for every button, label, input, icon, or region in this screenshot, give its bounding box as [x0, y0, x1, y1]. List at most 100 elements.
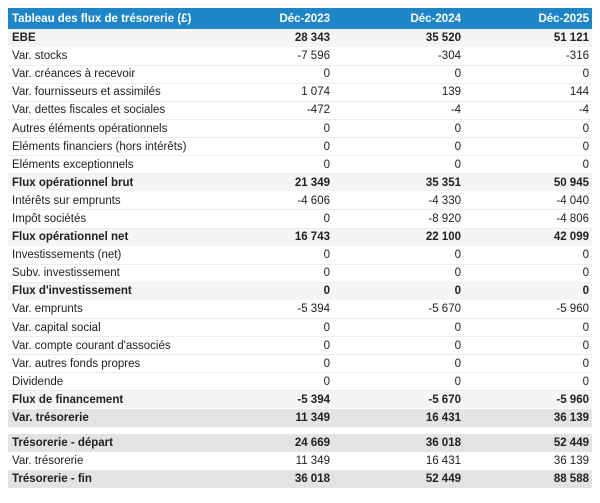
table-row: Var. capital social 0 0 0	[8, 318, 592, 338]
row-value: 0	[471, 65, 592, 84]
row-value: 22 100	[340, 228, 471, 247]
row-value: 0	[220, 65, 340, 84]
row-value: 0	[471, 372, 592, 392]
row-label: Var. trésorerie	[8, 452, 220, 471]
row-value: 0	[471, 155, 592, 175]
table-row: Subv. investissement 0 0 0	[8, 264, 592, 283]
row-label: Intérêts sur emprunts	[8, 191, 220, 211]
row-value: 88 588	[471, 470, 592, 489]
row-value: 36 139	[471, 452, 592, 471]
row-value: -4	[340, 101, 471, 120]
table-row: Var. créances à recevoir 0 0 0	[8, 65, 592, 84]
row-value: 0	[340, 264, 471, 283]
table-row: Flux de financement -5 394 -5 670 -5 960	[8, 390, 592, 410]
row-label: Flux opérationnel brut	[8, 173, 220, 193]
row-value: 0	[340, 354, 471, 374]
row-label: Flux d'investissement	[8, 282, 220, 301]
row-value: 0	[220, 209, 340, 229]
row-value: 52 449	[340, 470, 471, 489]
row-value: 0	[220, 137, 340, 157]
row-label: Var. trésorerie	[8, 408, 220, 428]
row-value: 16 431	[340, 408, 471, 428]
spacer-cell	[8, 427, 592, 435]
row-value: 0	[471, 264, 592, 283]
table-title: Tableau des flux de trésorerie (£)	[8, 8, 220, 29]
row-value: 0	[340, 65, 471, 84]
row-value: -5 670	[340, 300, 471, 320]
row-label: Var. compte courant d'associés	[8, 336, 220, 356]
row-label: Trésorerie - fin	[8, 470, 220, 489]
row-value: 36 139	[471, 408, 592, 428]
table-row: Var. trésorerie 11 349 16 431 36 139	[8, 408, 592, 428]
row-label: Trésorerie - départ	[8, 434, 220, 453]
row-value: -5 394	[220, 300, 340, 320]
row-label: Autres éléments opérationnels	[8, 119, 220, 139]
row-value: -5 960	[471, 390, 592, 410]
row-label: Flux de financement	[8, 390, 220, 410]
cashflow-table-header: Tableau des flux de trésorerie (£) Déc-2…	[8, 8, 592, 29]
row-value: -5 670	[340, 390, 471, 410]
row-value: 0	[471, 336, 592, 356]
row-label: Investissements (net)	[8, 246, 220, 265]
row-value: 0	[340, 318, 471, 338]
table-row: Flux d'investissement 0 0 0	[8, 282, 592, 301]
row-value: 0	[220, 354, 340, 374]
row-label: Eléments financiers (hors intérêts)	[8, 137, 220, 157]
table-row: Var. autres fonds propres 0 0 0	[8, 354, 592, 374]
cashflow-table-container: Tableau des flux de trésorerie (£) Déc-2…	[8, 4, 592, 489]
row-label: Var. créances à recevoir	[8, 65, 220, 84]
row-value: 0	[340, 372, 471, 392]
row-value: -316	[471, 47, 592, 66]
row-value: 0	[471, 282, 592, 301]
row-value: 144	[471, 83, 592, 102]
row-value: 52 449	[471, 434, 592, 453]
table-row: Dividende 0 0 0	[8, 372, 592, 392]
table-row: Trésorerie - départ 24 669 36 018 52 449	[8, 434, 592, 453]
row-label: Var. stocks	[8, 47, 220, 66]
row-value: 0	[471, 119, 592, 139]
table-row: Intérêts sur emprunts -4 606 -4 330 -4 040	[8, 191, 592, 211]
row-value: 50 945	[471, 173, 592, 193]
row-label: Flux opérationnel net	[8, 228, 220, 247]
row-value: -5 394	[220, 390, 340, 410]
row-value: 139	[340, 83, 471, 102]
row-value: 51 121	[471, 29, 592, 48]
row-value: 0	[220, 155, 340, 175]
row-value: 0	[340, 336, 471, 356]
column-header-dec-2023: Déc-2023	[220, 8, 340, 29]
row-value: -472	[220, 101, 340, 120]
row-value: 0	[220, 282, 340, 301]
row-value: 0	[340, 155, 471, 175]
row-value: 28 343	[220, 29, 340, 48]
table-row: Flux opérationnel brut 21 349 35 351 50 945	[8, 173, 592, 193]
row-value: 0	[340, 119, 471, 139]
header-row: Tableau des flux de trésorerie (£) Déc-2…	[8, 8, 592, 29]
row-label: Subv. investissement	[8, 264, 220, 283]
row-value: 0	[471, 318, 592, 338]
row-value: 0	[340, 137, 471, 157]
table-row: Eléments financiers (hors intérêts) 0 0 0	[8, 137, 592, 157]
column-header-dec-2025: Déc-2025	[471, 8, 592, 29]
row-value: 11 349	[220, 408, 340, 428]
row-value: 36 018	[220, 470, 340, 489]
row-value: 16 743	[220, 228, 340, 247]
row-value: -4 330	[340, 191, 471, 211]
row-value: -4	[471, 101, 592, 120]
row-value: 0	[471, 137, 592, 157]
table-row: Investissements (net) 0 0 0	[8, 246, 592, 265]
row-value: 1 074	[220, 83, 340, 102]
row-value: 0	[471, 354, 592, 374]
column-header-dec-2024: Déc-2024	[340, 8, 471, 29]
spacer-row	[8, 427, 592, 435]
row-value: 42 099	[471, 228, 592, 247]
row-value: 0	[220, 318, 340, 338]
row-value: 0	[340, 246, 471, 265]
row-value: 0	[340, 282, 471, 301]
row-value: 0	[220, 372, 340, 392]
table-row: EBE 28 343 35 520 51 121	[8, 29, 592, 48]
row-value: -4 040	[471, 191, 592, 211]
row-label: Var. autres fonds propres	[8, 354, 220, 374]
table-row: Eléments exceptionnels 0 0 0	[8, 155, 592, 175]
table-row: Var. trésorerie 11 349 16 431 36 139	[8, 452, 592, 471]
cashflow-table: Tableau des flux de trésorerie (£) Déc-2…	[8, 8, 592, 489]
